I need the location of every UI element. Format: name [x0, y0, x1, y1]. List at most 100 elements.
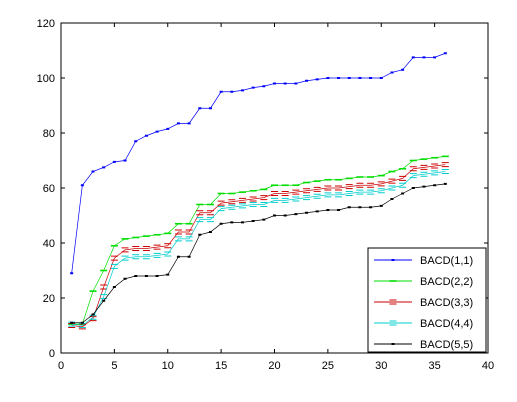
- x-tick-label: 0: [58, 360, 64, 372]
- data-point: [176, 255, 180, 258]
- data-point: [420, 164, 428, 170]
- data-point: [433, 56, 437, 59]
- x-tick-label: 25: [322, 360, 334, 372]
- series-2: [68, 155, 449, 325]
- legend-box: [367, 247, 487, 353]
- data-point: [313, 193, 321, 199]
- data-point: [166, 127, 170, 130]
- data-point: [377, 188, 385, 194]
- legend-label: BACD(2,2): [420, 276, 473, 288]
- data-point: [356, 182, 364, 188]
- data-point: [123, 277, 127, 280]
- data-point: [206, 217, 214, 223]
- data-point: [369, 77, 373, 79]
- data-point: [399, 175, 407, 181]
- data-point: [273, 214, 276, 217]
- data-point: [441, 169, 449, 174]
- data-point: [144, 134, 148, 137]
- legend-label: BACD(4,4): [420, 318, 473, 330]
- data-point: [176, 122, 180, 125]
- series-line: [71, 164, 446, 328]
- data-point: [228, 204, 236, 210]
- data-point: [262, 218, 266, 221]
- data-point: [102, 299, 106, 302]
- data-point: [369, 206, 373, 209]
- data-point: [294, 213, 298, 216]
- data-point: [305, 211, 309, 214]
- data-point: [294, 82, 298, 85]
- data-point: [240, 221, 244, 224]
- data-point: [228, 199, 236, 205]
- legend-swatch-marker: [389, 320, 397, 326]
- data-point: [198, 107, 202, 110]
- y-tick-label: 120: [37, 18, 55, 30]
- data-point: [238, 197, 246, 203]
- data-point: [142, 246, 150, 251]
- legend-swatch-marker: [391, 259, 395, 261]
- data-point: [388, 185, 396, 191]
- data-point: [110, 255, 118, 261]
- series-line: [71, 171, 446, 326]
- data-point: [208, 107, 212, 110]
- data-point: [281, 197, 289, 203]
- data-point: [230, 221, 234, 224]
- data-point: [390, 198, 394, 200]
- data-point: [303, 195, 311, 201]
- data-point: [401, 192, 405, 195]
- data-point: [422, 185, 426, 188]
- data-point: [260, 202, 268, 207]
- data-point: [411, 56, 415, 59]
- data-point: [187, 255, 191, 258]
- data-point: [91, 313, 95, 316]
- data-point: [230, 90, 234, 93]
- data-point: [123, 159, 127, 162]
- data-point: [153, 252, 161, 258]
- data-point: [420, 171, 428, 177]
- y-tick-label: 40: [43, 238, 55, 250]
- data-point: [217, 206, 225, 212]
- data-point: [388, 178, 396, 184]
- data-point: [132, 246, 140, 251]
- data-point: [196, 217, 204, 223]
- data-point: [409, 173, 417, 179]
- y-tick-label: 20: [43, 293, 55, 305]
- y-tick-label: 100: [37, 73, 55, 85]
- data-point: [303, 188, 311, 194]
- y-tick-label: 80: [43, 128, 55, 140]
- data-point: [324, 185, 332, 191]
- data-point: [142, 254, 150, 260]
- data-point: [431, 170, 439, 176]
- data-point: [219, 222, 223, 225]
- data-point: [70, 272, 74, 275]
- data-point: [260, 195, 268, 201]
- x-tick-label: 5: [111, 360, 117, 372]
- x-tick-label: 40: [482, 360, 494, 372]
- data-point: [262, 85, 266, 88]
- data-point: [80, 184, 84, 187]
- data-point: [206, 210, 214, 216]
- data-point: [238, 203, 246, 209]
- data-point: [345, 191, 353, 196]
- data-point: [441, 162, 449, 168]
- legend-swatch-marker: [391, 343, 395, 345]
- data-point: [273, 82, 276, 85]
- legend-item: BACD(2,2): [374, 276, 473, 288]
- data-point: [196, 210, 204, 216]
- series-3: [68, 162, 449, 330]
- data-point: [347, 206, 351, 209]
- data-point: [305, 79, 309, 82]
- data-point: [112, 286, 116, 288]
- data-point: [134, 275, 138, 277]
- data-point: [315, 210, 319, 213]
- data-point: [367, 189, 375, 195]
- x-axis: 0 5 10 15 20 25 30 35 40: [58, 23, 494, 372]
- data-point: [326, 209, 330, 211]
- data-point: [164, 251, 172, 257]
- data-point: [166, 273, 170, 276]
- data-point: [422, 56, 426, 59]
- data-point: [153, 244, 161, 250]
- data-point: [249, 196, 257, 202]
- y-tick-label: 60: [43, 183, 55, 195]
- legend-label: BACD(5,5): [420, 339, 473, 351]
- data-point: [399, 182, 407, 188]
